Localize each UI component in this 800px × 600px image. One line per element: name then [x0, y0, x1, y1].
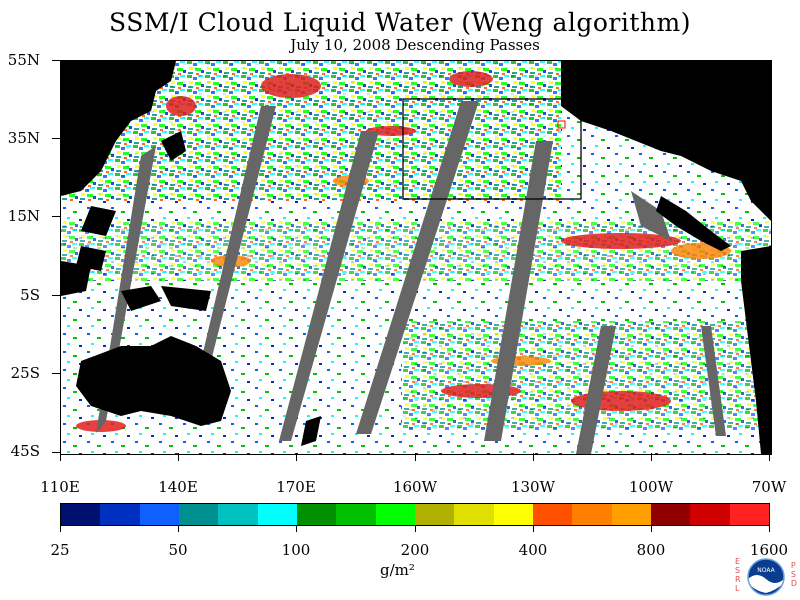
map-graphic	[61, 61, 771, 454]
y-tick	[52, 60, 60, 61]
y-label-15n: 15N	[7, 207, 40, 225]
colorbar-swatch-17	[729, 504, 769, 525]
colorbar-tick	[415, 526, 416, 532]
x-tick	[415, 453, 416, 461]
colorbar-swatch-4	[218, 504, 258, 525]
colorbar-swatch-11	[493, 504, 533, 525]
noaa-emblem-icon: NOAA	[747, 558, 785, 596]
colorbar-swatch-16	[690, 504, 730, 525]
colorbar-tick	[178, 526, 179, 532]
x-label-100w: 100W	[628, 478, 674, 496]
x-label-160w: 160W	[392, 478, 438, 496]
colorbar-label-400: 400	[518, 541, 548, 559]
x-tick	[178, 453, 179, 461]
y-tick	[52, 373, 60, 374]
map-title: SSM/I Cloud Liquid Water (Weng algorithm…	[109, 8, 691, 37]
colorbar-tick	[651, 526, 652, 532]
colorbar-tick	[296, 526, 297, 532]
colorbar-label-200: 200	[400, 541, 430, 559]
colorbar-label-1600: 1600	[749, 541, 789, 559]
y-label-25s: 25S	[10, 364, 40, 382]
colorbar-label-100: 100	[281, 541, 311, 559]
colorbar-swatch-15	[650, 504, 691, 525]
colorbar-swatch-2	[139, 504, 179, 525]
y-label-55n: 55N	[7, 51, 40, 69]
svg-text:NOAA: NOAA	[757, 567, 775, 574]
x-tick	[651, 453, 652, 461]
colorbar-label-800: 800	[636, 541, 666, 559]
colorbar-swatch-12	[532, 504, 573, 525]
x-tick	[533, 453, 534, 461]
map-panel	[60, 60, 772, 455]
colorbar-tick	[60, 526, 61, 532]
x-label-70w: 70W	[751, 478, 787, 496]
x-label-170e: 170E	[276, 478, 316, 496]
x-tick	[296, 453, 297, 461]
x-tick	[769, 453, 770, 461]
y-label-45s: 45S	[10, 442, 40, 460]
colorbar-tick	[769, 526, 770, 532]
colorbar-swatch-1	[100, 504, 140, 525]
colorbar-swatch-13	[572, 504, 612, 525]
colorbar-swatch-9	[414, 504, 455, 525]
y-tick	[52, 295, 60, 296]
y-tick	[52, 216, 60, 217]
colorbar-swatch-8	[375, 504, 415, 525]
x-label-110e: 110E	[40, 478, 80, 496]
colorbar-swatch-7	[336, 504, 376, 525]
y-label-35n: 35N	[7, 129, 40, 147]
colorbar-swatch-5	[257, 504, 297, 525]
y-tick	[52, 452, 60, 453]
colorbar-label-25: 25	[50, 541, 70, 559]
colorbar-unit: g/m²	[380, 561, 415, 579]
colorbar-swatch-6	[296, 504, 337, 525]
y-tick	[52, 138, 60, 139]
colorbar-tick	[533, 526, 534, 532]
colorbar-label-50: 50	[168, 541, 188, 559]
x-label-140e: 140E	[158, 478, 198, 496]
x-label-130w: 130W	[510, 478, 556, 496]
colorbar-swatch-3	[178, 504, 219, 525]
colorbar-swatch-10	[454, 504, 494, 525]
colorbar	[60, 503, 770, 526]
y-label-5s: 5S	[20, 286, 40, 304]
colorbar-swatch-0	[61, 504, 101, 525]
colorbar-swatch-14	[611, 504, 651, 525]
x-tick	[60, 453, 61, 461]
map-subtitle: July 10, 2008 Descending Passes	[290, 36, 540, 54]
